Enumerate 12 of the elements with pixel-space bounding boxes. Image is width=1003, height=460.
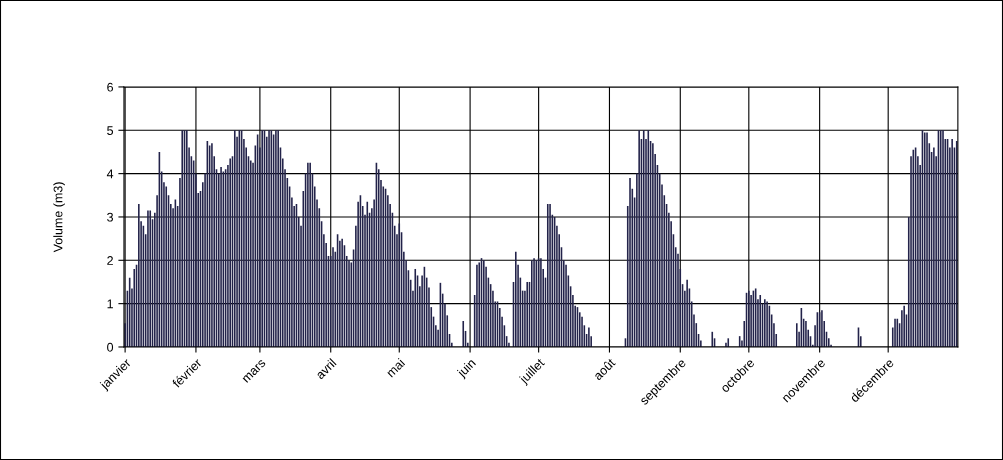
y-tick-label: 2	[107, 256, 113, 265]
y-tick-label: 4	[106, 169, 114, 179]
x-tick-label: juin	[456, 357, 478, 380]
x-tick-label: mai	[385, 357, 406, 378]
y-tick-label: 0	[107, 342, 114, 352]
x-tick-label: août	[592, 357, 616, 381]
y-tick-label: 5	[107, 126, 114, 135]
x-tick-label: avril	[314, 357, 337, 380]
y-tick-label: 1	[107, 299, 113, 309]
y-tick-label: 3	[107, 212, 114, 222]
y-tick-label: 6	[107, 82, 114, 92]
y-axis-title: Volume (m3)	[53, 182, 65, 253]
